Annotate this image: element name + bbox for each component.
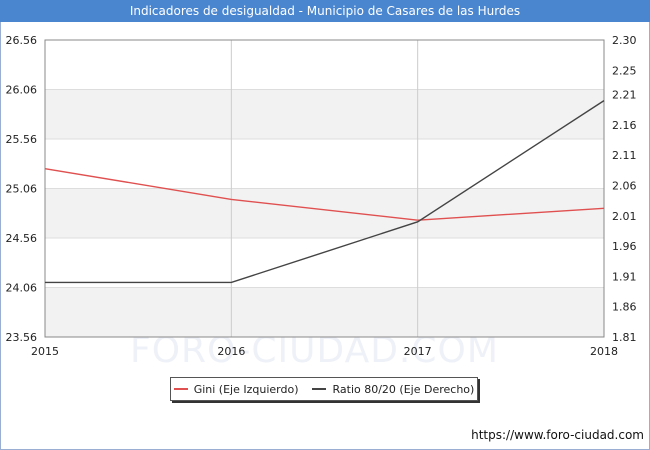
right-axis-tick-label: 2.01: [612, 210, 637, 223]
legend-swatch-gini: [173, 388, 188, 390]
grid-band: [45, 89, 604, 139]
left-axis-tick-label: 25.06: [6, 183, 38, 196]
source-url[interactable]: https://www.foro-ciudad.com: [471, 428, 644, 442]
series-line-ratio: [45, 100, 605, 284]
left-axis-ticks: 23.56 24.06 24.56 25.06 25.56 26.06 26.56: [6, 34, 38, 344]
right-axis-tick-label: 1.91: [612, 270, 637, 283]
right-axis-tick-label: 2.30: [612, 34, 637, 47]
x-axis-ticks: 2015 2016 2017 2018: [31, 345, 618, 358]
x-axis-tick-label: 2016: [217, 345, 245, 358]
legend-label-ratio: Ratio 80/20 (Eje Derecho): [332, 382, 475, 396]
grid-bands: [45, 89, 604, 337]
legend-item-gini: Gini (Eje Izquierdo): [173, 382, 299, 396]
left-axis-tick-label: 26.06: [6, 84, 38, 97]
left-axis-tick-label: 26.56: [6, 34, 38, 47]
series-line-gini: [44, 168, 605, 221]
x-axis-tick-label: 2018: [590, 345, 618, 358]
right-axis-tick-label: 1.96: [612, 240, 637, 253]
x-axis-tick-label: 2015: [31, 345, 59, 358]
plot-area-border: [44, 39, 605, 338]
right-axis-tick-label: 2.11: [612, 149, 637, 162]
left-axis-tick-label: 24.06: [6, 282, 38, 295]
right-axis-tick-label: 2.21: [612, 89, 637, 102]
right-axis-tick-label: 2.06: [612, 179, 637, 192]
right-axis-tick-label: 1.81: [612, 331, 637, 344]
series-lines: [44, 100, 605, 284]
left-axis-tick-label: 23.56: [6, 331, 38, 344]
right-axis-tick-label: 2.25: [612, 64, 637, 77]
x-axis-tick-label: 2017: [404, 345, 432, 358]
legend: Gini (Eje Izquierdo) Ratio 80/20 (Eje De…: [170, 377, 478, 401]
legend-label-gini: Gini (Eje Izquierdo): [193, 382, 299, 396]
grid-band: [45, 287, 604, 337]
right-axis-tick-label: 2.16: [612, 119, 637, 132]
right-axis-ticks: 1.81 1.86 1.91 1.96 2.01 2.06 2.11 2.16 2.21 2.25…: [612, 34, 637, 344]
page-title: Indicadores de desigualdad - Municipio d…: [0, 0, 650, 22]
left-axis-tick-label: 25.56: [6, 133, 38, 146]
left-axis-tick-label: 24.56: [6, 232, 38, 245]
legend-item-ratio: Ratio 80/20 (Eje Derecho): [312, 383, 474, 396]
legend-swatch-ratio: [312, 388, 327, 390]
right-axis-tick-label: 1.86: [612, 301, 637, 314]
grid-band: [45, 188, 604, 238]
